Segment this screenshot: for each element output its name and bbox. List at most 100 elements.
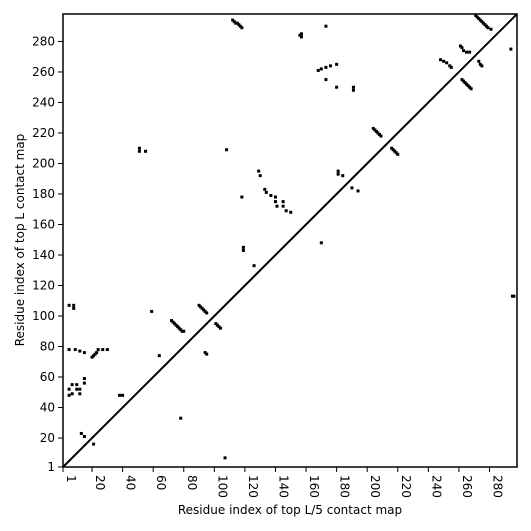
contact-point: [486, 26, 490, 30]
x-tick-label: 160: [307, 475, 321, 498]
contact-point: [157, 354, 161, 358]
contact-point: [241, 248, 245, 252]
contact-point: [79, 431, 83, 435]
contact-point: [463, 81, 467, 85]
contact-point: [299, 32, 303, 36]
x-tick-label: 180: [338, 475, 352, 498]
contact-point: [465, 82, 469, 86]
contact-point: [95, 351, 99, 355]
contact-point: [75, 387, 79, 391]
y-tick-label: 80: [40, 340, 55, 354]
contact-point: [319, 241, 323, 245]
x-tick-label: 140: [276, 475, 290, 498]
contact-point: [336, 169, 340, 173]
contact-point: [281, 200, 285, 204]
y-tick-label: 280: [32, 34, 55, 48]
contact-point: [90, 355, 94, 359]
contact-point: [92, 354, 96, 358]
contact-point: [92, 442, 96, 446]
contact-point: [477, 17, 481, 21]
contact-point: [474, 14, 478, 18]
contact-point: [170, 319, 174, 323]
contact-point: [263, 187, 267, 191]
contact-point: [75, 383, 79, 387]
contact-point: [96, 348, 100, 352]
x-axis-label: Residue index of top L/5 contact map: [178, 503, 402, 517]
contact-point: [78, 387, 82, 391]
contact-point: [203, 309, 207, 313]
contact-point: [460, 78, 464, 82]
y-tick-label: 1: [47, 460, 55, 474]
y-tick-label: 200: [32, 156, 55, 170]
contact-point: [341, 174, 345, 178]
contact-point: [180, 329, 184, 333]
contact-point: [351, 88, 355, 92]
contact-point: [214, 322, 218, 326]
contact-point: [82, 377, 86, 381]
contact-point: [203, 351, 207, 355]
contact-point: [202, 308, 206, 312]
contact-point: [150, 309, 154, 313]
contact-point: [273, 195, 277, 199]
contact-point: [480, 64, 484, 68]
contact-point: [78, 392, 82, 396]
x-tick-label: 60: [154, 475, 168, 490]
y-tick-label: 20: [40, 431, 55, 445]
contact-point: [298, 33, 302, 37]
contact-point: [324, 65, 328, 69]
contact-point: [73, 348, 77, 352]
contact-point: [223, 456, 227, 460]
contact-point: [481, 21, 485, 25]
contact-point: [70, 392, 74, 396]
contact-point: [179, 416, 183, 420]
contact-point: [235, 21, 239, 25]
diagonal: [62, 13, 518, 468]
contact-point: [67, 348, 71, 352]
contact-point: [448, 64, 452, 68]
contact-point: [351, 85, 355, 89]
contact-point: [478, 62, 482, 66]
contact-point: [225, 148, 229, 152]
contact-point: [390, 146, 394, 150]
contact-point: [445, 61, 449, 65]
contact-point: [393, 149, 397, 153]
x-tick-label: 220: [399, 475, 413, 498]
contact-point: [137, 149, 141, 153]
contact-point: [483, 23, 487, 27]
contact-point: [509, 47, 513, 51]
contact-point: [238, 24, 242, 28]
contact-point: [240, 26, 244, 30]
contact-point: [70, 383, 74, 387]
contact-point: [118, 393, 122, 397]
contact-point: [335, 62, 339, 66]
contact-point: [289, 210, 293, 214]
contact-point: [258, 174, 262, 178]
contact-point: [171, 320, 175, 324]
contact-point: [252, 264, 256, 268]
contact-point: [461, 49, 465, 53]
y-tick-label: 120: [32, 278, 55, 292]
y-tick-label: 140: [32, 248, 55, 262]
contact-point: [93, 352, 97, 356]
contact-point: [72, 306, 76, 310]
contact-point: [477, 59, 481, 63]
contact-point: [468, 50, 472, 54]
contact-point: [480, 20, 484, 24]
contact-point: [237, 23, 241, 27]
contact-point: [489, 27, 493, 31]
contact-point: [82, 434, 86, 438]
contact-point: [458, 44, 462, 48]
contact-point: [356, 189, 360, 193]
contact-point: [478, 18, 482, 22]
contact-point: [101, 348, 105, 352]
plot-frame: [62, 13, 518, 468]
contact-point: [257, 169, 261, 173]
contact-point: [205, 352, 209, 356]
contact-point: [82, 351, 86, 355]
contact-point: [232, 20, 236, 24]
contact-point: [78, 349, 82, 353]
contact-point: [439, 58, 443, 62]
contact-point: [67, 393, 71, 397]
contact-point: [182, 329, 186, 333]
